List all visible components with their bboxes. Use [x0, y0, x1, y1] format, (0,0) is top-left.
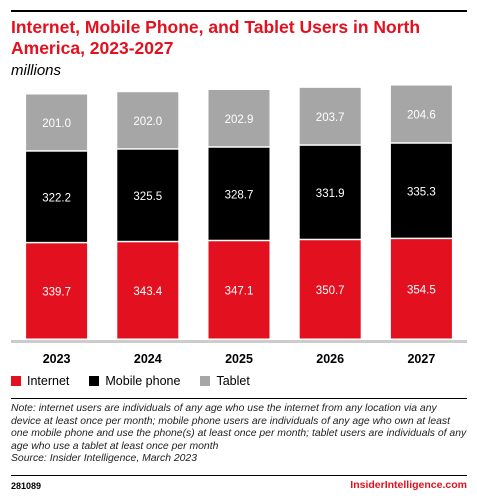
legend-label-tablet: Tablet [216, 374, 250, 388]
note-rule [11, 398, 467, 399]
bar-internet-2024 [117, 242, 179, 339]
data-label-internet-2026: 350.7 [316, 285, 345, 297]
x-tick-label-2024: 2024 [134, 352, 162, 366]
x-tick-label-2023: 2023 [43, 352, 71, 366]
data-label-tablet-2025: 202.9 [225, 114, 254, 126]
bar-tablet-2027 [390, 85, 452, 143]
chart-subtitle: millions [11, 62, 62, 79]
data-label-mobile-phone-2024: 325.5 [133, 191, 162, 203]
top-rule [11, 10, 467, 12]
bar-internet-2025 [208, 241, 270, 339]
data-label-tablet-2026: 203.7 [316, 112, 345, 124]
legend-label-internet: Internet [27, 374, 70, 388]
legend-swatch-internet [11, 376, 21, 386]
legend: Internet Mobile phone Tablet [11, 374, 270, 388]
legend-item-internet: Internet [11, 374, 69, 388]
x-tick-label-2027: 2027 [407, 352, 435, 366]
legend-label-mobile-phone: Mobile phone [105, 374, 181, 388]
data-label-internet-2023: 339.7 [42, 287, 71, 299]
data-label-mobile-phone-2025: 328.7 [225, 189, 254, 201]
data-label-mobile-phone-2026: 331.9 [316, 188, 345, 200]
x-tick-label-2026: 2026 [316, 352, 344, 366]
bar-internet-2026 [299, 240, 361, 339]
bar-tablet-2026 [299, 87, 361, 145]
data-label-internet-2024: 343.4 [133, 286, 162, 298]
bar-tablet-2024 [117, 92, 179, 149]
brand-link[interactable]: InsiderIntelligence.com [350, 479, 467, 491]
bar-internet-2023 [26, 243, 88, 339]
bar-mobile-phone-2024 [117, 149, 179, 241]
data-label-mobile-phone-2023: 322.2 [42, 193, 71, 205]
bar-mobile-phone-2026 [299, 145, 361, 239]
data-label-mobile-phone-2027: 335.3 [407, 186, 436, 198]
note-text: Note: internet users are individuals of … [11, 403, 467, 452]
footer-rule [11, 475, 467, 476]
data-label-internet-2025: 347.1 [225, 286, 254, 298]
x-axis-baseline [11, 340, 467, 343]
x-tick-label-2025: 2025 [225, 352, 253, 366]
data-label-tablet-2027: 204.6 [407, 110, 436, 122]
bar-tablet-2023 [26, 94, 88, 151]
data-label-tablet-2023: 201.0 [42, 118, 71, 130]
source-text: Source: Insider Intelligence, March 2023 [11, 453, 197, 464]
data-label-internet-2027: 354.5 [407, 285, 436, 297]
bar-tablet-2025 [208, 90, 270, 147]
chart-id: 281089 [11, 481, 42, 491]
legend-swatch-tablet [200, 376, 211, 386]
bar-internet-2027 [390, 239, 452, 339]
chart-note: Note: internet users are individuals of … [11, 403, 467, 466]
chart-title: Internet, Mobile Phone, and Tablet Users… [11, 17, 421, 58]
legend-swatch-mobile-phone [89, 376, 100, 386]
data-label-tablet-2024: 202.0 [133, 116, 162, 128]
legend-item-tablet: Tablet [200, 374, 250, 388]
bar-mobile-phone-2027 [390, 143, 452, 238]
legend-item-mobile-phone: Mobile phone [89, 374, 180, 388]
bar-mobile-phone-2023 [26, 151, 88, 242]
bar-mobile-phone-2025 [208, 147, 270, 240]
